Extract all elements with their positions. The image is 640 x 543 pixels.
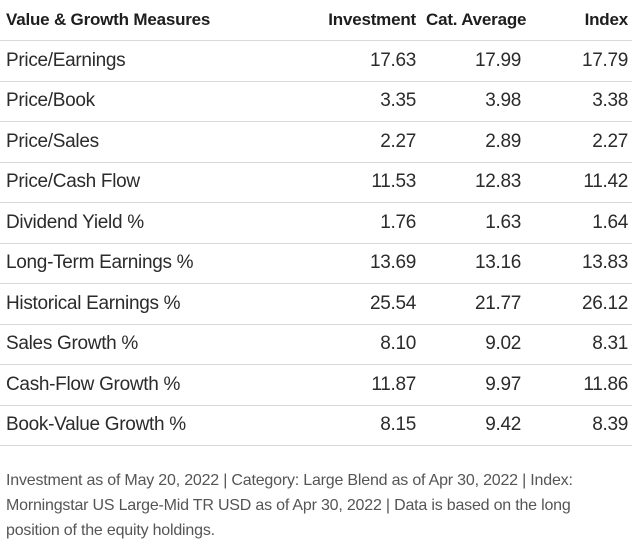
row-label: Dividend Yield % [0, 202, 300, 244]
category-value: 13.16 [420, 243, 525, 284]
index-value: 17.79 [525, 40, 632, 82]
table-row: Price/Earnings 17.63 17.99 17.79 [0, 40, 632, 82]
header-measure-name: Value & Growth Measures [0, 0, 300, 41]
row-label: Price/Earnings [0, 40, 300, 82]
table-row: Long-Term Earnings % 13.69 13.16 13.83 [0, 243, 632, 284]
index-value: 8.39 [525, 405, 632, 446]
value-growth-measures-table: Value & Growth Measures Investment Cat. … [0, 0, 632, 446]
index-value: 11.42 [525, 162, 632, 203]
index-value: 11.86 [525, 364, 632, 406]
category-value: 3.98 [420, 81, 525, 122]
table-header-row: Value & Growth Measures Investment Cat. … [0, 0, 632, 41]
investment-value: 13.69 [300, 243, 420, 284]
row-label: Historical Earnings % [0, 283, 300, 325]
category-value: 1.63 [420, 202, 525, 244]
index-value: 13.83 [525, 243, 632, 284]
index-value: 8.31 [525, 324, 632, 365]
category-value: 9.02 [420, 324, 525, 365]
investment-value: 2.27 [300, 121, 420, 163]
row-label: Price/Sales [0, 121, 300, 163]
table-row: Price/Book 3.35 3.98 3.38 [0, 81, 632, 122]
index-value: 3.38 [525, 81, 632, 122]
index-value: 1.64 [525, 202, 632, 244]
row-label: Price/Cash Flow [0, 162, 300, 203]
row-label: Price/Book [0, 81, 300, 122]
table-row: Book-Value Growth % 8.15 9.42 8.39 [0, 405, 632, 446]
investment-value: 17.63 [300, 40, 420, 82]
category-value: 21.77 [420, 283, 525, 325]
investment-value: 8.10 [300, 324, 420, 365]
header-index: Index [525, 0, 632, 41]
category-value: 2.89 [420, 121, 525, 163]
table-row: Sales Growth % 8.10 9.02 8.31 [0, 324, 632, 365]
table-row: Historical Earnings % 25.54 21.77 26.12 [0, 283, 632, 325]
index-value: 2.27 [525, 121, 632, 163]
investment-value: 11.53 [300, 162, 420, 203]
header-investment: Investment [300, 0, 420, 41]
investment-value: 1.76 [300, 202, 420, 244]
category-value: 12.83 [420, 162, 525, 203]
row-label: Long-Term Earnings % [0, 243, 300, 284]
table-row: Cash-Flow Growth % 11.87 9.97 11.86 [0, 364, 632, 406]
category-value: 9.97 [420, 364, 525, 406]
table-row: Price/Cash Flow 11.53 12.83 11.42 [0, 162, 632, 203]
table-row: Price/Sales 2.27 2.89 2.27 [0, 121, 632, 163]
index-value: 26.12 [525, 283, 632, 325]
category-value: 9.42 [420, 405, 525, 446]
row-label: Book-Value Growth % [0, 405, 300, 446]
investment-value: 8.15 [300, 405, 420, 446]
data-footnote: Investment as of May 20, 2022 | Category… [6, 472, 573, 539]
header-category-average: Cat. Average [420, 0, 526, 41]
category-value: 17.99 [420, 40, 525, 82]
investment-value: 3.35 [300, 81, 420, 122]
investment-value: 25.54 [300, 283, 420, 325]
table-row: Dividend Yield % 1.76 1.63 1.64 [0, 202, 632, 244]
row-label: Sales Growth % [0, 324, 300, 365]
investment-value: 11.87 [300, 364, 420, 406]
row-label: Cash-Flow Growth % [0, 364, 300, 406]
